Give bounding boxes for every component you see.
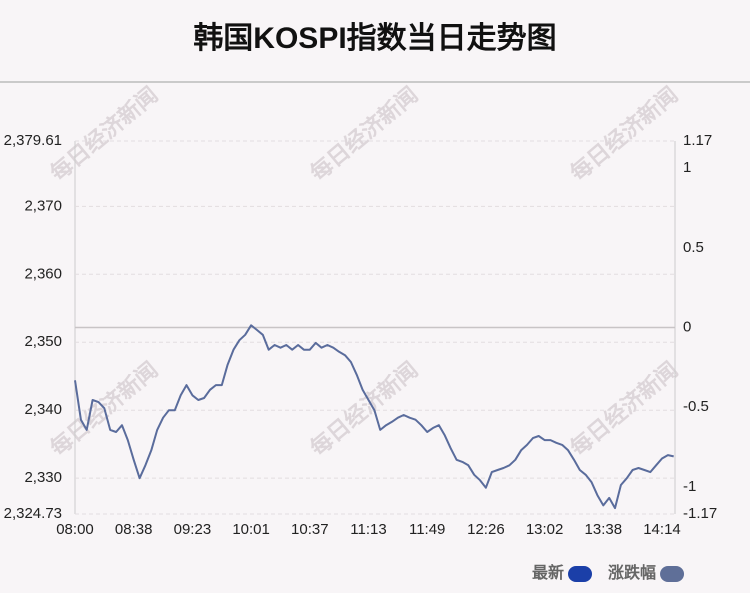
y-tick-label: 2,370 — [24, 197, 62, 214]
y2-tick-label: 1.17 — [683, 132, 712, 149]
y2-tick-label: -0.5 — [683, 398, 709, 415]
x-tick-label: 09:23 — [174, 521, 212, 538]
x-tick-label: 14:14 — [643, 521, 681, 538]
y2-tick-label: -1.17 — [683, 505, 717, 522]
price-line — [74, 324, 674, 510]
y2-tick-label: 0.5 — [683, 239, 704, 256]
x-tick-label: 11:13 — [350, 521, 386, 538]
y-tick-label: 2,330 — [24, 469, 62, 486]
y2-tick-label: 0 — [683, 318, 691, 335]
x-tick-label: 13:02 — [526, 521, 564, 538]
legend-swatch — [660, 566, 685, 582]
legend-label: 涨跌幅 — [608, 563, 656, 582]
legend-swatch — [568, 566, 593, 582]
x-tick-label: 08:00 — [56, 521, 94, 538]
x-tick-label: 13:38 — [585, 521, 623, 538]
y-tick-label: 2,379.61 — [4, 132, 62, 149]
x-tick-label: 11:49 — [409, 521, 445, 538]
x-tick-label: 08:38 — [115, 521, 153, 538]
y2-tick-label: -1 — [683, 478, 696, 495]
y-tick-label: 2,360 — [24, 265, 62, 282]
y-tick-label: 2,340 — [24, 401, 62, 418]
legend-label: 最新 — [532, 563, 564, 582]
x-tick-label: 10:37 — [291, 521, 329, 538]
y2-tick-label: 1 — [683, 159, 691, 176]
chart-title: 韩国KOSPI指数当日走势图 — [193, 22, 556, 55]
x-tick-label: 12:26 — [467, 521, 505, 538]
y-tick-label: 2,324.73 — [4, 505, 62, 522]
y-tick-label: 2,350 — [24, 333, 62, 350]
x-tick-label: 10:01 — [232, 521, 270, 538]
